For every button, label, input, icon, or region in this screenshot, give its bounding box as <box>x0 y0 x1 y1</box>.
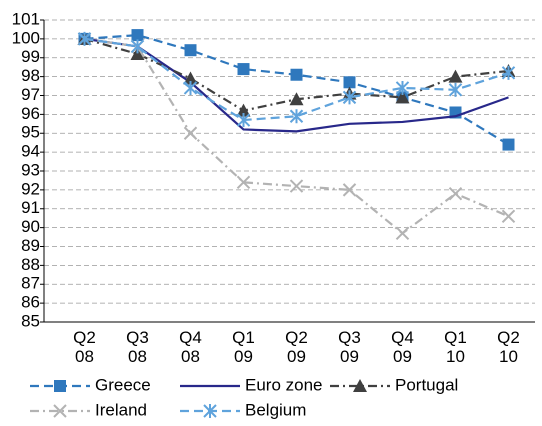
series-line <box>84 37 509 122</box>
marker <box>203 404 217 418</box>
y-tick-label: 99 <box>21 47 40 66</box>
y-tick-label: 87 <box>21 274 40 293</box>
y-tick-label: 95 <box>21 123 40 142</box>
marker <box>184 44 197 57</box>
marker <box>183 126 198 140</box>
marker <box>502 138 515 151</box>
x-tick-label: Q1 10 <box>444 328 467 366</box>
legend-label: Greece <box>95 375 151 394</box>
marker <box>289 109 304 124</box>
x-tick-label: Q4 09 <box>391 328 414 366</box>
marker <box>131 29 144 42</box>
y-tick-label: 100 <box>12 28 40 47</box>
marker <box>54 380 66 392</box>
x-tick-label: Q4 08 <box>179 328 202 366</box>
marker <box>395 90 410 104</box>
marker <box>395 80 410 95</box>
y-tick-label: 96 <box>21 104 40 123</box>
x-tick-label: Q1 09 <box>232 328 255 366</box>
y-tick-label: 85 <box>21 311 40 330</box>
x-tick-label: Q3 09 <box>338 328 361 366</box>
marker <box>77 31 92 46</box>
x-tick-label: Q3 08 <box>126 328 149 366</box>
y-tick-label: 94 <box>21 142 40 161</box>
y-tick-label: 89 <box>21 236 40 255</box>
y-tick-label: 101 <box>12 9 40 28</box>
y-tick-label: 86 <box>21 293 40 312</box>
marker <box>353 379 367 392</box>
series-line <box>84 37 509 133</box>
marker <box>236 103 251 117</box>
series-line <box>84 37 509 235</box>
marker <box>290 68 303 81</box>
marker <box>342 90 357 105</box>
marker <box>448 69 463 83</box>
marker <box>289 179 304 193</box>
marker <box>448 186 463 201</box>
x-tick-label: Q2 09 <box>285 328 308 366</box>
marker <box>501 209 516 224</box>
marker <box>501 65 516 80</box>
y-tick-label: 93 <box>21 160 40 179</box>
x-tick-label: Q2 08 <box>73 328 96 366</box>
marker <box>289 92 304 106</box>
series-line <box>84 33 510 146</box>
y-tick-label: 91 <box>21 198 40 217</box>
marker <box>53 404 67 418</box>
marker <box>237 63 250 76</box>
marker <box>183 80 198 95</box>
marker <box>130 46 145 60</box>
legend-label: Portugal <box>395 375 458 394</box>
y-tick-label: 92 <box>21 179 40 198</box>
marker <box>130 39 145 54</box>
y-tick-label: 97 <box>21 85 40 104</box>
y-tick-label: 88 <box>21 255 40 274</box>
marker <box>183 71 198 85</box>
marker <box>236 175 251 190</box>
marker <box>448 82 463 97</box>
marker <box>343 76 356 89</box>
marker <box>342 183 357 197</box>
legend-label: Euro zone <box>245 375 323 394</box>
legend-label: Belgium <box>245 400 306 419</box>
y-tick-label: 98 <box>21 66 40 85</box>
marker <box>236 113 251 128</box>
x-tick-label: Q2 10 <box>497 328 520 366</box>
y-tick-label: 90 <box>21 217 40 236</box>
legend-label: Ireland <box>95 400 147 419</box>
marker <box>395 226 410 240</box>
